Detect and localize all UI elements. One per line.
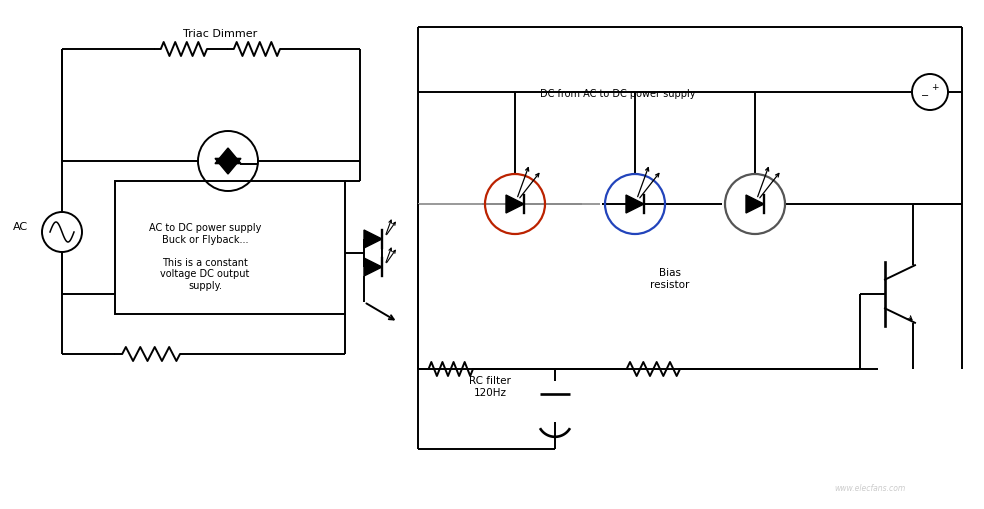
Polygon shape <box>215 158 241 174</box>
Text: +: + <box>931 82 939 92</box>
Text: DC from AC to DC power supply: DC from AC to DC power supply <box>539 89 695 99</box>
Polygon shape <box>626 195 644 213</box>
Polygon shape <box>215 148 241 163</box>
Text: RC filter
120Hz: RC filter 120Hz <box>469 376 511 398</box>
Polygon shape <box>746 195 764 213</box>
Text: −: − <box>921 91 929 101</box>
Text: Triac Dimmer: Triac Dimmer <box>183 29 257 39</box>
Text: AC: AC <box>13 222 28 232</box>
Polygon shape <box>364 230 382 248</box>
Text: Bias
resistor: Bias resistor <box>650 268 690 290</box>
Polygon shape <box>506 195 524 213</box>
Polygon shape <box>364 258 382 276</box>
Text: www.elecfans.com: www.elecfans.com <box>834 484 905 493</box>
Text: AC to DC power supply
Buck or Flyback...

This is a constant
voltage DC output
s: AC to DC power supply Buck or Flyback...… <box>149 223 261 291</box>
Bar <box>115 181 345 314</box>
